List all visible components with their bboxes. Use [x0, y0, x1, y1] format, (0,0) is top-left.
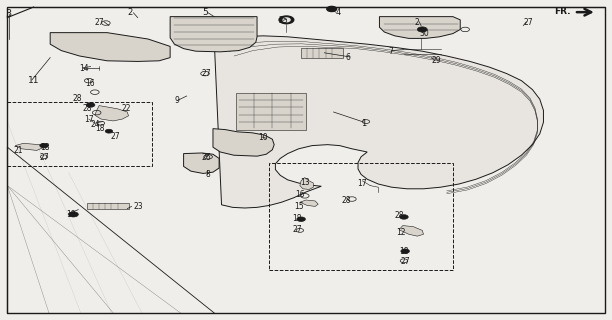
Text: 7: 7 — [389, 47, 394, 56]
Circle shape — [283, 18, 290, 22]
Text: 8: 8 — [205, 170, 210, 179]
Bar — [236, 93, 306, 130]
Text: 16: 16 — [86, 79, 95, 88]
Polygon shape — [399, 226, 424, 236]
Text: 27: 27 — [401, 257, 411, 266]
Text: 27: 27 — [95, 18, 105, 27]
Text: 28: 28 — [395, 211, 405, 220]
Text: FR.: FR. — [554, 7, 570, 16]
Text: 6: 6 — [346, 53, 351, 62]
Circle shape — [69, 212, 78, 217]
Text: 28: 28 — [72, 94, 82, 103]
Text: 18: 18 — [399, 247, 409, 256]
Text: 22: 22 — [121, 104, 131, 113]
Text: 21: 21 — [13, 146, 23, 155]
Circle shape — [417, 27, 427, 32]
Text: 18: 18 — [40, 143, 50, 152]
Bar — [269, 163, 453, 270]
Circle shape — [105, 129, 113, 133]
Text: 12: 12 — [397, 228, 406, 237]
Text: 18: 18 — [95, 124, 105, 132]
Text: 14: 14 — [80, 64, 89, 73]
Text: 26: 26 — [202, 153, 212, 162]
Text: 17: 17 — [357, 179, 367, 188]
Polygon shape — [213, 129, 274, 156]
Circle shape — [327, 6, 337, 12]
Circle shape — [86, 103, 95, 107]
Text: 10: 10 — [258, 133, 268, 142]
Circle shape — [279, 16, 294, 24]
Circle shape — [401, 249, 409, 253]
Bar — [87, 203, 129, 209]
Text: 11: 11 — [28, 76, 39, 84]
Bar — [301, 48, 343, 58]
Text: 29: 29 — [431, 56, 441, 65]
Text: 18: 18 — [293, 214, 302, 223]
Text: 16: 16 — [296, 190, 305, 199]
Text: 2: 2 — [414, 18, 419, 27]
Polygon shape — [50, 33, 170, 61]
Polygon shape — [214, 36, 543, 208]
Polygon shape — [379, 17, 460, 38]
Polygon shape — [300, 200, 318, 206]
Text: 13: 13 — [300, 178, 310, 187]
Text: 27: 27 — [110, 132, 120, 141]
Circle shape — [40, 143, 48, 148]
Text: 30: 30 — [419, 29, 429, 38]
Text: 2: 2 — [127, 8, 133, 17]
Polygon shape — [95, 106, 129, 121]
Text: 3: 3 — [5, 9, 11, 20]
Text: 27: 27 — [202, 69, 212, 78]
Text: 9: 9 — [174, 96, 179, 105]
Text: 1: 1 — [361, 119, 367, 128]
Text: 24: 24 — [91, 120, 100, 129]
Polygon shape — [184, 153, 219, 173]
Circle shape — [297, 217, 305, 221]
Polygon shape — [15, 143, 43, 150]
Text: 25: 25 — [278, 16, 288, 25]
Text: 17: 17 — [84, 115, 94, 124]
Text: 15: 15 — [294, 202, 304, 211]
Text: 4: 4 — [335, 8, 341, 17]
Text: 19: 19 — [66, 210, 76, 219]
Polygon shape — [300, 178, 313, 189]
Text: 23: 23 — [133, 202, 143, 211]
Polygon shape — [170, 17, 257, 52]
Bar — [7, 102, 152, 166]
Text: 27: 27 — [293, 225, 302, 234]
Text: 27: 27 — [40, 153, 50, 162]
Text: 5: 5 — [202, 8, 207, 17]
Text: 27: 27 — [523, 18, 533, 27]
Circle shape — [400, 215, 408, 219]
Text: 28: 28 — [83, 104, 92, 113]
Text: 28: 28 — [341, 196, 351, 205]
